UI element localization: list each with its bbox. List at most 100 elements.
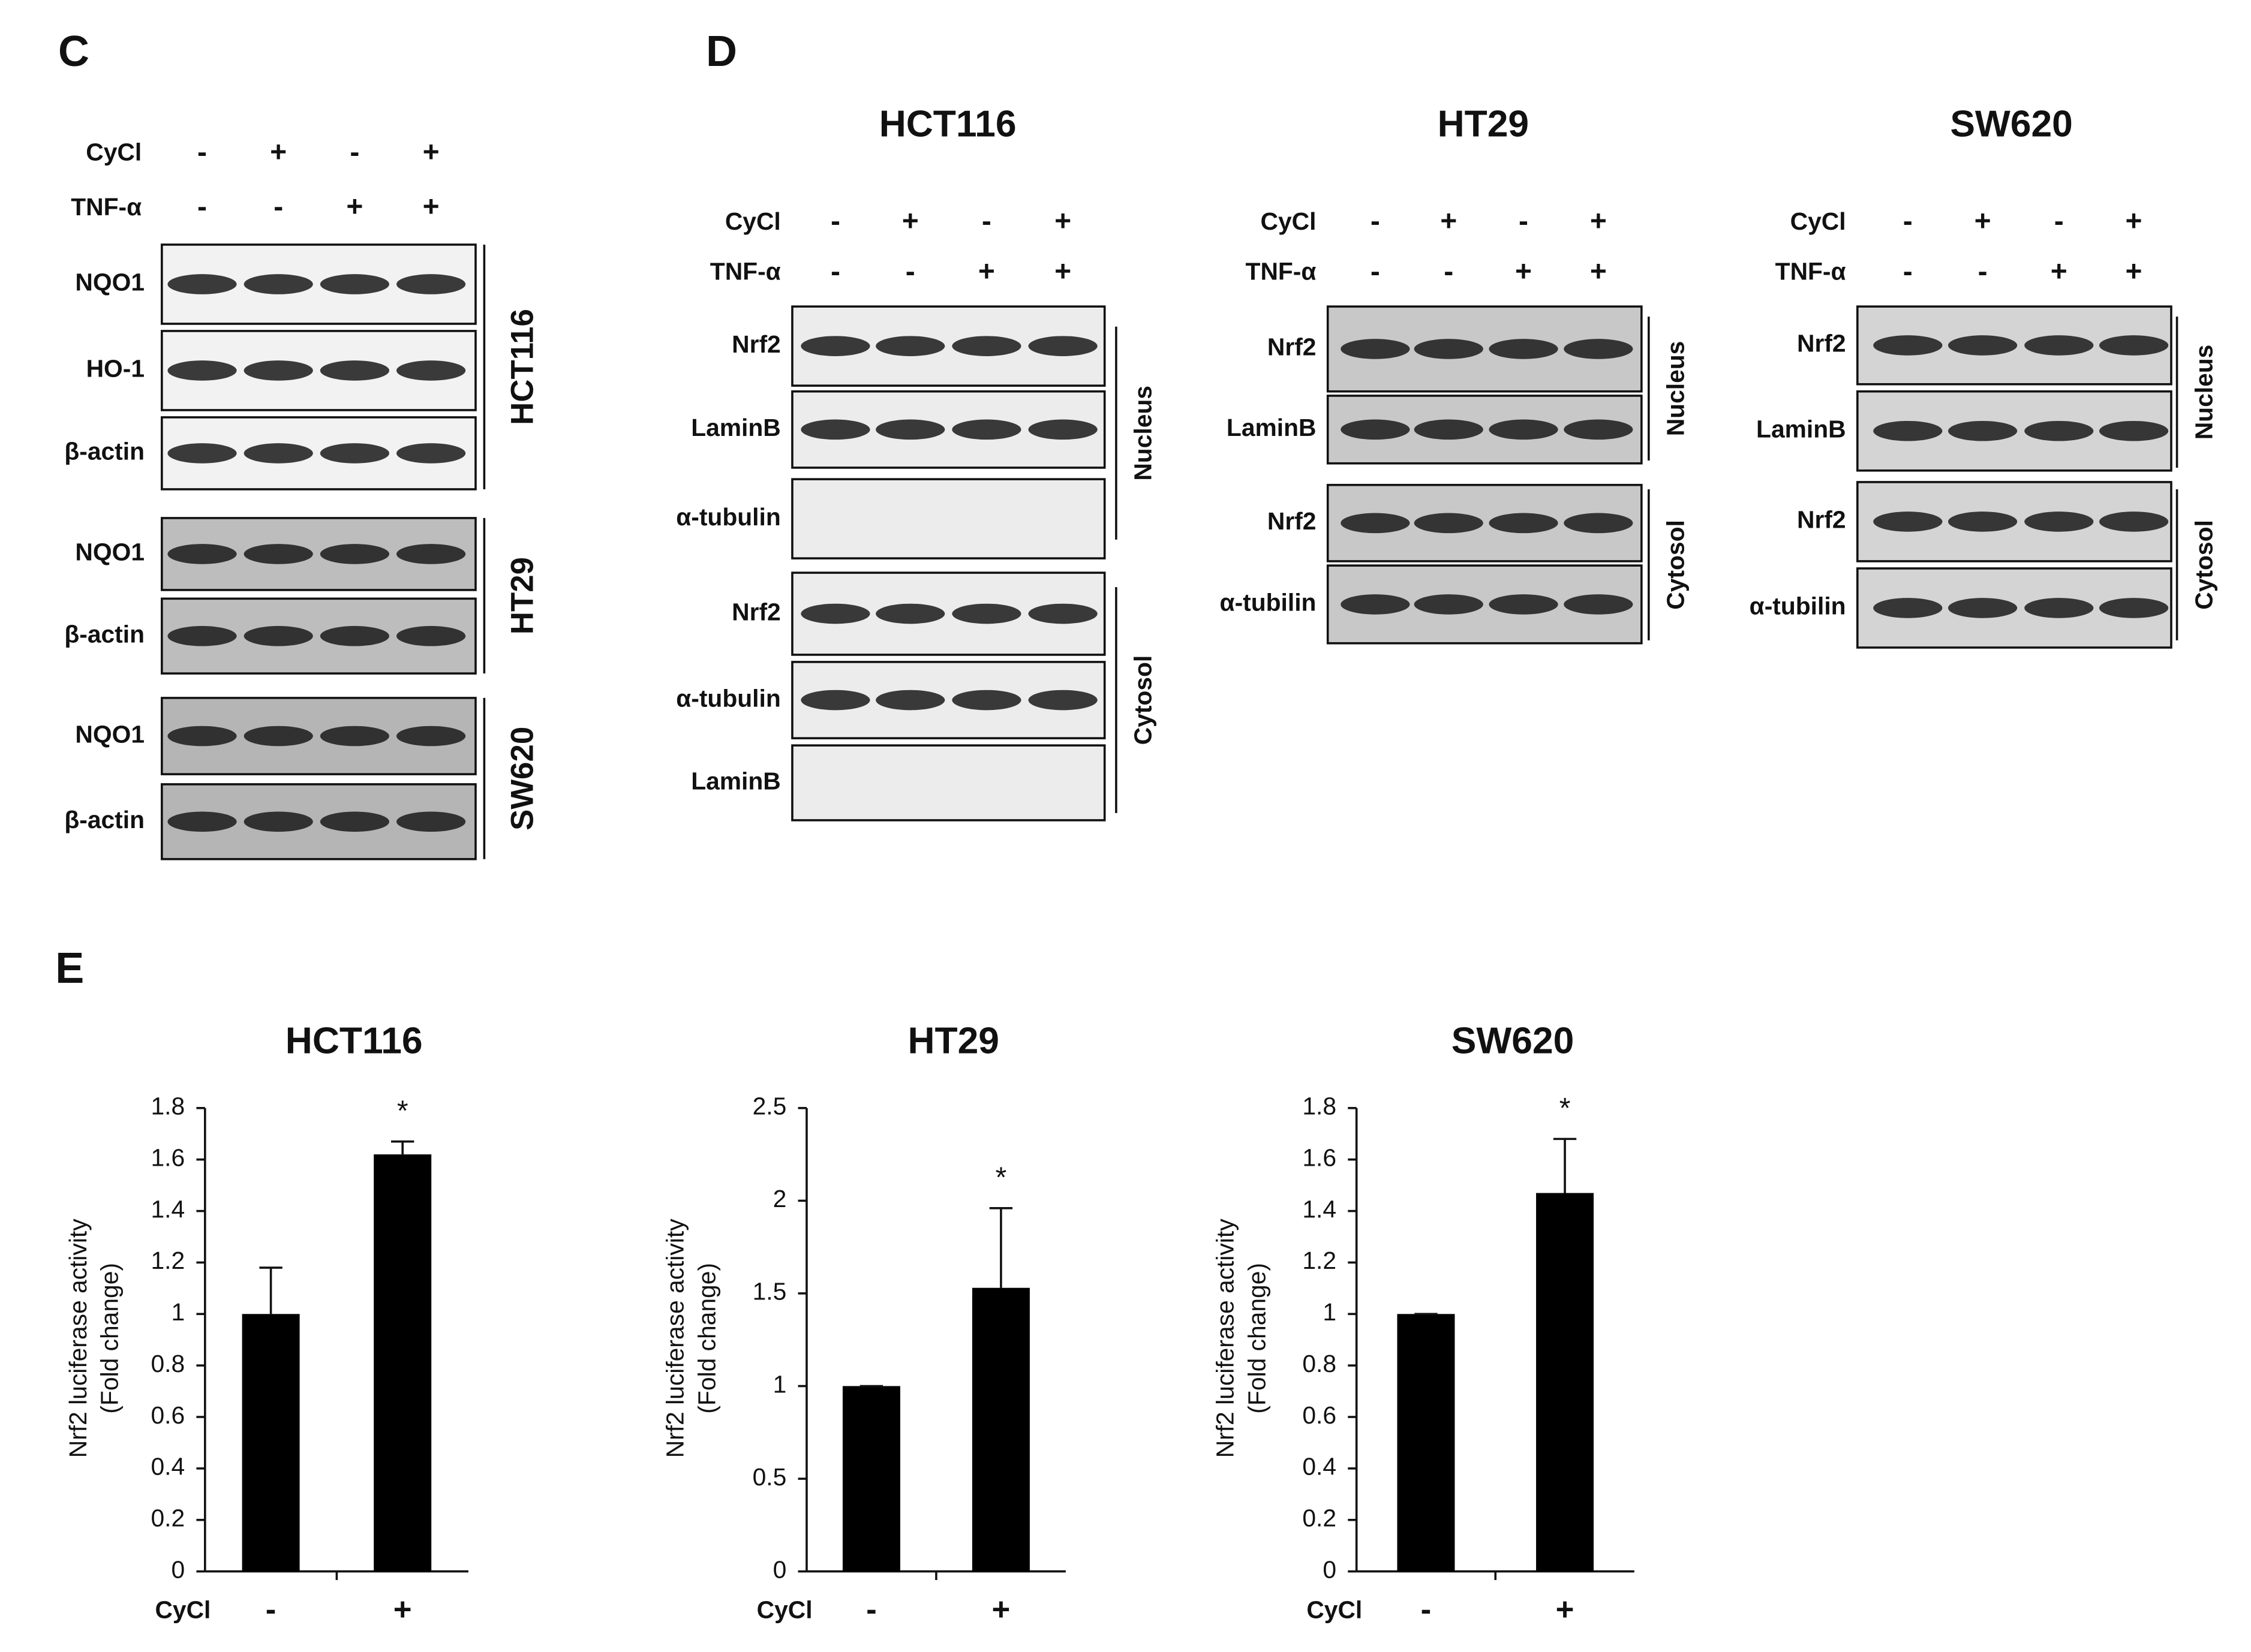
treatment-sign: + [2126,206,2142,237]
treatment-label: TNF-α [710,258,781,285]
treatment-sign: - [906,256,915,288]
treatment-sign: - [1444,256,1453,288]
band [396,443,466,464]
x-tick-label: + [1556,1592,1574,1627]
band [1564,419,1633,440]
fraction-label: Nucleus [1662,341,1690,437]
y-tick-label: 1.8 [151,1093,185,1120]
treatment-sign: - [831,206,840,237]
band [320,726,389,747]
cell-line-label: HCT116 [505,309,540,425]
band [244,274,313,294]
band [1564,513,1633,534]
fraction-label: Cytosol [1129,655,1157,745]
band [952,603,1021,624]
blot-box [791,478,1106,559]
row-label: Nrf2 [732,598,781,625]
y-axis-label: Nrf2 luciferase activity [64,1218,92,1458]
band [1873,511,1943,532]
significance-mark: * [1559,1093,1571,1124]
treatment-sign: - [350,136,359,168]
y-tick-label: 1.6 [151,1144,185,1172]
band [1873,335,1943,356]
band [1489,513,1558,534]
band [167,726,237,747]
treatment-label: CyCl [725,207,781,235]
y-tick-label: 2 [773,1185,787,1212]
band [952,419,1021,440]
treatment-sign: - [1371,206,1380,237]
band [2024,335,2094,356]
treatment-label: TNF-α [1775,258,1846,285]
band [244,811,313,832]
treatment-sign: - [1371,256,1380,288]
y-tick-label: 2.5 [753,1093,787,1120]
band [320,274,389,294]
band [1028,336,1098,356]
band [1414,339,1483,359]
band [876,336,945,356]
band [876,419,945,440]
treatment-sign: + [1515,256,1532,288]
band [2099,511,2169,532]
y-tick-label: 1.8 [1302,1093,1336,1120]
y-axis-label: (Fold change) [96,1263,124,1414]
band [876,603,945,624]
band [244,544,313,564]
y-tick-label: 1 [172,1298,185,1326]
y-axis-label: Nrf2 luciferase activity [1211,1218,1239,1458]
y-tick-label: 0.2 [151,1504,185,1532]
bar [242,1314,300,1572]
band [1341,339,1410,359]
treatment-sign: + [1054,256,1071,288]
chart-title: SW620 [1451,1020,1574,1061]
row-label: α-tubilin [1750,592,1846,620]
row-label: Nrf2 [732,330,781,358]
band [167,274,237,294]
y-tick-label: 1.2 [151,1247,185,1274]
y-tick-label: 1.2 [1302,1247,1336,1274]
x-tick-label: - [266,1592,277,1627]
y-tick-label: 0.6 [1302,1401,1336,1429]
band [1028,419,1098,440]
band [1873,420,1943,441]
band [1489,594,1558,615]
x-axis-label: CyCl [1306,1596,1362,1624]
treatment-sign: - [1978,256,1988,288]
treatment-sign: + [2051,256,2067,288]
fraction-label: Nucleus [2190,345,2217,440]
treatment-sign: - [197,136,207,168]
band [396,811,466,832]
y-tick-label: 0.4 [1302,1453,1336,1481]
treatment-sign: - [831,256,840,288]
band [1489,419,1558,440]
band [2099,335,2169,356]
band [167,443,237,464]
bar [842,1386,900,1572]
band [1414,419,1483,440]
band [801,690,870,711]
row-label: LaminB [1227,414,1317,441]
y-tick-label: 1.6 [1302,1144,1336,1172]
x-tick-label: - [866,1592,877,1627]
panel-label: E [55,944,84,992]
band [2099,420,2169,441]
y-tick-label: 0.5 [753,1463,787,1491]
band [320,360,389,381]
band [1564,594,1633,615]
treatment-sign: - [1903,256,1913,288]
y-axis-label: Nrf2 luciferase activity [662,1218,689,1458]
treatment-sign: + [1590,206,1607,237]
band [1948,420,2018,441]
blot-box [791,744,1106,822]
row-label: LaminB [691,767,781,795]
band [396,625,466,646]
band [1341,513,1410,534]
band [2024,420,2094,441]
treatment-sign: + [1590,256,1607,288]
row-label: Nrf2 [1797,330,1846,357]
treatment-sign: + [1974,206,1991,237]
significance-mark: * [397,1095,408,1127]
y-axis-label: (Fold change) [693,1263,721,1414]
